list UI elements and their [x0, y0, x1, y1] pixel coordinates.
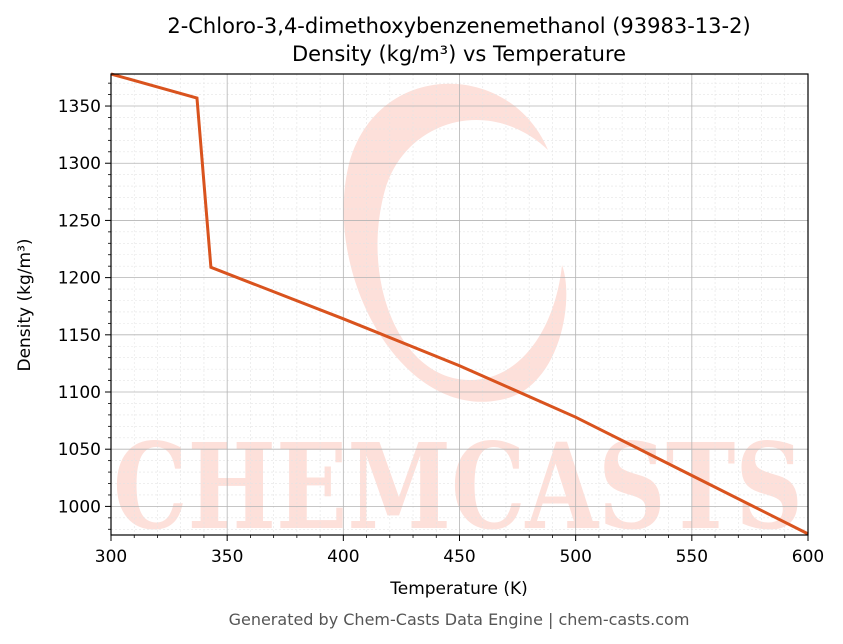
- major-grid: [110, 74, 809, 535]
- x-tick-label: 300: [95, 547, 127, 567]
- y-tick-label: 1150: [58, 326, 101, 346]
- y-tick-label: 1050: [58, 440, 101, 460]
- x-axis: 300 350 400 450 500 550 600: [95, 535, 824, 567]
- x-tick-label: 400: [327, 547, 359, 567]
- x-tick-label: 450: [443, 547, 475, 567]
- y-tick-label: 1000: [58, 497, 101, 517]
- chart-subtitle: Density (kg/m³) vs Temperature: [292, 42, 626, 66]
- y-tick-label: 1350: [58, 97, 101, 117]
- y-tick-label: 1100: [58, 383, 101, 403]
- footer-credit: Generated by Chem-Casts Data Engine | ch…: [229, 610, 690, 629]
- x-tick-label: 550: [676, 547, 708, 567]
- watermark: CHEMCASTS: [113, 83, 803, 556]
- y-axis: 1000 1050 1100 1150 1200 1250 1300 1350: [58, 82, 111, 530]
- watermark-text: CHEMCASTS: [113, 417, 803, 556]
- chart-title: 2-Chloro-3,4-dimethoxybenzenemethanol (9…: [167, 14, 750, 38]
- y-axis-label: Density (kg/m³): [15, 238, 35, 371]
- x-tick-label: 350: [211, 547, 243, 567]
- x-tick-label: 600: [792, 547, 824, 567]
- y-tick-label: 1250: [58, 211, 101, 231]
- watermark-logo: [343, 83, 567, 402]
- x-axis-label: Temperature (K): [389, 579, 528, 599]
- x-tick-label: 500: [559, 547, 591, 567]
- y-tick-label: 1200: [58, 269, 101, 289]
- density-series-line: [110, 72, 809, 536]
- y-tick-label: 1300: [58, 154, 101, 174]
